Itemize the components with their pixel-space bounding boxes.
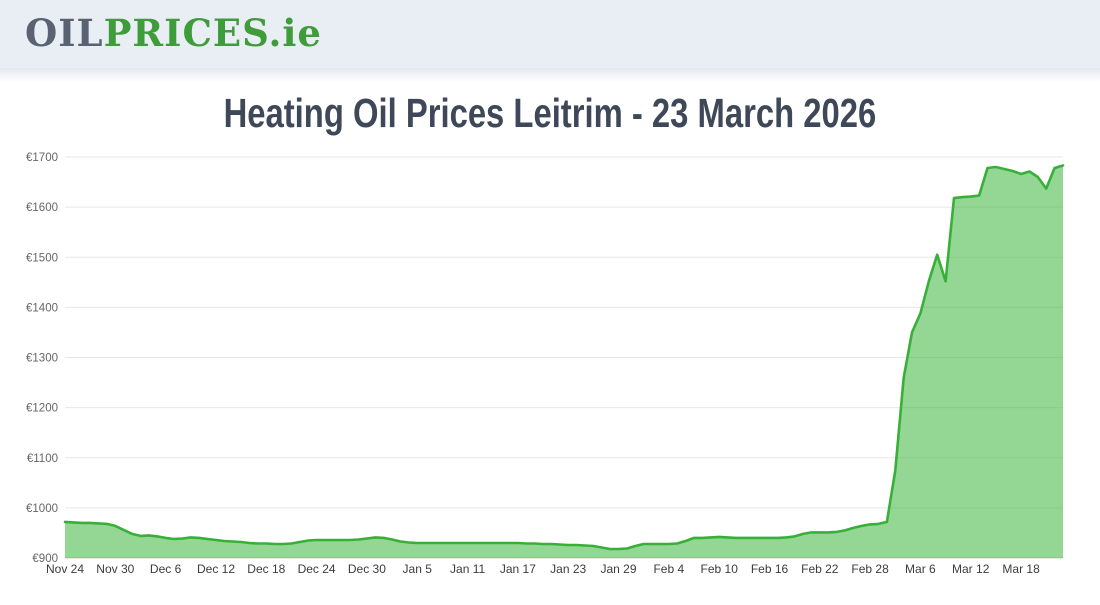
y-axis-label: €1100 bbox=[27, 453, 58, 465]
x-axis-label: Dec 24 bbox=[298, 562, 336, 576]
y-axis-label: €1600 bbox=[26, 202, 58, 214]
x-axis-label: Mar 18 bbox=[1002, 562, 1040, 576]
x-axis-label: Feb 28 bbox=[851, 562, 889, 576]
x-axis-label: Feb 10 bbox=[701, 562, 739, 576]
y-axis-label: €1200 bbox=[26, 403, 58, 415]
site-logo[interactable]: OILPRICES.ie bbox=[25, 13, 322, 53]
x-axis-label: Jan 29 bbox=[600, 562, 636, 576]
x-axis-label: Mar 12 bbox=[952, 562, 990, 576]
y-axis-label: €1700 bbox=[26, 152, 58, 164]
page-title-text: Heating Oil Prices Leitrim - 23 March 20… bbox=[223, 90, 877, 136]
y-axis-label: €1500 bbox=[26, 252, 58, 264]
y-axis-label: €900 bbox=[32, 553, 58, 565]
x-axis-label: Mar 6 bbox=[905, 562, 936, 576]
site-header: OILPRICES.ie bbox=[0, 0, 1100, 68]
price-line bbox=[63, 164, 1065, 551]
x-axis-label: Feb 4 bbox=[653, 562, 684, 576]
logo-text-ie: .ie bbox=[268, 11, 322, 55]
x-axis-label: Jan 17 bbox=[500, 562, 536, 576]
x-axis-label: Dec 12 bbox=[197, 562, 235, 576]
y-axis-label: €1400 bbox=[26, 302, 58, 314]
y-axis-label: €1000 bbox=[26, 503, 58, 515]
x-axis-label: Nov 30 bbox=[96, 562, 134, 576]
x-axis-label: Feb 16 bbox=[751, 562, 789, 576]
x-axis-label: Feb 22 bbox=[801, 562, 839, 576]
price-area-chart: €900 €1000 €1100 €1200 €1300 €1400 €1500 €1600 €… bbox=[26, 152, 1065, 576]
x-axis-label: Jan 23 bbox=[550, 562, 586, 576]
price-area-fill bbox=[65, 165, 1063, 558]
x-axis-label: Dec 30 bbox=[348, 562, 386, 576]
x-axis-label: Jan 11 bbox=[450, 562, 485, 576]
header-shadow bbox=[0, 68, 1100, 82]
x-axis-label: Nov 24 bbox=[46, 562, 84, 576]
y-axis-label: €1300 bbox=[26, 353, 58, 365]
page-title: Heating Oil Prices Leitrim - 23 March 20… bbox=[0, 88, 1100, 138]
logo-text-prices: PRICES bbox=[103, 11, 269, 55]
heating-oil-price-chart[interactable]: €900 €1000 €1100 €1200 €1300 €1400 €1500 €1600 €… bbox=[0, 140, 1100, 600]
x-axis-label: Jan 5 bbox=[403, 562, 433, 576]
x-axis-label: Dec 6 bbox=[150, 562, 182, 576]
logo-text-oil: OIL bbox=[25, 11, 104, 55]
x-axis-label: Dec 18 bbox=[247, 562, 285, 576]
